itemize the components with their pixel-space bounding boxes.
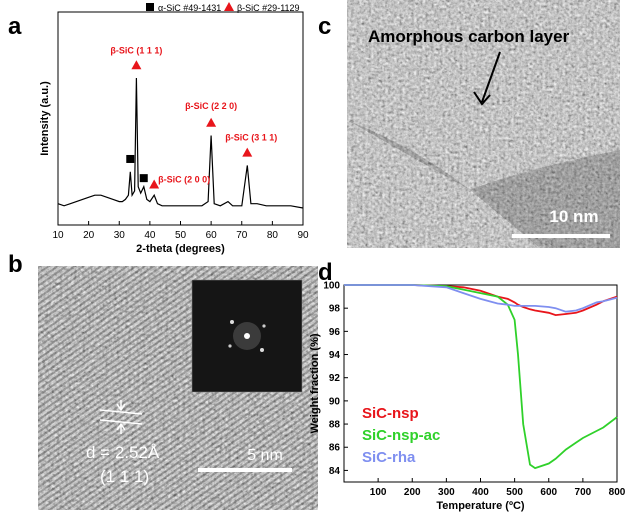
x-tick-label: 80 xyxy=(267,230,279,241)
y-tick-label: 94 xyxy=(329,350,341,361)
fringe-line xyxy=(99,419,143,425)
y-tick-label: 88 xyxy=(329,420,341,431)
marker-triangle xyxy=(206,117,217,127)
scale-bar-label: 10 nm xyxy=(549,207,598,226)
legend-swatch xyxy=(146,3,154,11)
x-tick-label: 30 xyxy=(114,230,126,241)
peak-label: β-SiC (1 1 1) xyxy=(110,45,162,55)
y-axis-label: Weight fraction (%) xyxy=(309,333,321,433)
spacing-arrows xyxy=(116,400,126,434)
hrtem-image: d = 2.52Å (1 1 1) 5 nm xyxy=(38,266,318,510)
tem-image: Amorphous carbon layer 10 nm xyxy=(347,0,620,248)
y-tick-label: 84 xyxy=(329,466,341,477)
y-tick-label: 86 xyxy=(329,443,341,454)
peak-label: β-SiC (3 1 1) xyxy=(225,133,277,143)
peak-label: β-SiC (2 2 0) xyxy=(185,101,237,111)
x-tick-label: 50 xyxy=(175,230,187,241)
fft-spot xyxy=(230,320,234,324)
x-tick-label: 70 xyxy=(236,230,248,241)
legend-entry: SiC-nsp xyxy=(362,405,419,422)
fft-spot xyxy=(244,333,250,339)
y-axis-label: Intensity (a.u.) xyxy=(39,81,51,156)
x-tick-label: 60 xyxy=(206,230,218,241)
crystal-region xyxy=(347,120,620,248)
marker-square xyxy=(126,154,135,163)
spacing-label: d = 2.52Å xyxy=(86,443,160,462)
data-line xyxy=(57,77,304,209)
image-texture xyxy=(347,0,620,248)
marker-triangle xyxy=(131,60,142,70)
fft-spot xyxy=(228,344,232,348)
marker-square xyxy=(139,174,148,183)
y-tick-label: 100 xyxy=(323,281,340,292)
annotation-arrow xyxy=(473,51,501,106)
legend-entry: SiC-rha xyxy=(362,449,416,466)
image-annotation: Amorphous carbon layer xyxy=(368,27,570,46)
plot-frame xyxy=(57,11,304,226)
x-tick-label: 90 xyxy=(297,230,309,241)
x-tick-label: 400 xyxy=(472,487,489,498)
x-tick-label: 800 xyxy=(609,487,625,498)
y-tick-label: 96 xyxy=(329,327,341,338)
legend-entry: β-SiC #29-1129 xyxy=(237,3,300,13)
legend-swatch xyxy=(224,2,234,11)
x-tick-label: 100 xyxy=(370,487,387,498)
x-tick-label: 300 xyxy=(438,487,455,498)
data-line xyxy=(344,284,618,313)
legend-entry: SiC-nsp-ac xyxy=(362,427,440,444)
x-tick-label: 200 xyxy=(404,487,421,498)
peak-label: β-SiC (2 0 0) xyxy=(158,175,210,185)
y-tick-label: 92 xyxy=(329,373,341,384)
plane-label: (1 1 1) xyxy=(100,467,149,486)
x-tick-label: 40 xyxy=(144,230,156,241)
x-tick-label: 700 xyxy=(575,487,592,498)
panel-label: a xyxy=(8,13,22,40)
x-tick-label: 20 xyxy=(83,230,95,241)
y-tick-label: 90 xyxy=(329,396,341,407)
x-axis-label: 2-theta (degrees) xyxy=(136,243,225,255)
fft-spot xyxy=(260,348,264,352)
x-tick-label: 600 xyxy=(540,487,557,498)
x-axis-label: Temperature (ºC) xyxy=(436,500,524,512)
legend-entry: α-SiC #49-1431 xyxy=(158,3,221,13)
marker-triangle xyxy=(242,147,253,157)
y-tick-label: 98 xyxy=(329,304,341,315)
marker-triangle xyxy=(149,179,160,189)
fft-spot xyxy=(262,324,266,328)
panel-label: c xyxy=(318,13,331,40)
x-tick-label: 500 xyxy=(506,487,523,498)
panel-label: b xyxy=(8,251,23,278)
data-line xyxy=(344,284,618,470)
fringe-line xyxy=(99,409,143,415)
panel-label: d xyxy=(318,259,333,286)
scale-bar-label: 5 nm xyxy=(247,447,283,464)
x-tick-label: 10 xyxy=(52,230,64,241)
